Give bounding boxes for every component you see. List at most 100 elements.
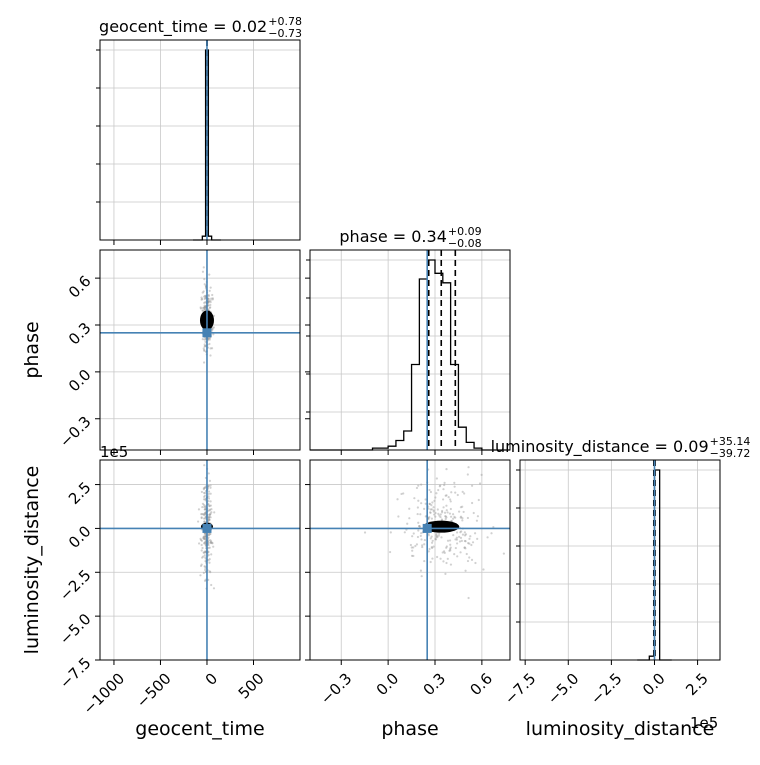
scatter-point [463, 539, 467, 543]
scatter-point [432, 545, 435, 548]
scatter-point [209, 532, 212, 536]
scatter-point [209, 516, 212, 519]
scatter-point [203, 535, 206, 538]
x-axis-label-geocent_time: geocent_time [135, 718, 264, 740]
scatter-point [201, 270, 205, 273]
scatter-point [413, 497, 416, 500]
scatter-point [445, 509, 448, 512]
scatter-point [486, 536, 489, 539]
scatter-point [388, 550, 392, 554]
scatter-point [416, 535, 420, 539]
scatter-point [445, 561, 448, 565]
scatter-point [207, 500, 210, 503]
scatter-point [200, 563, 203, 566]
scatter-point [203, 306, 206, 309]
title-plus: +35.14 [710, 435, 751, 448]
scatter-point [207, 518, 211, 521]
scatter-point [203, 541, 207, 545]
scatter-point [453, 553, 456, 556]
scatter-point [435, 536, 438, 539]
scatter-point [452, 517, 455, 520]
scatter-point [423, 538, 426, 542]
scatter-point [203, 338, 206, 341]
y-tick-label: −7.5 [56, 654, 94, 692]
x-tick-label: 0.0 [639, 670, 669, 700]
scatter-point [430, 508, 433, 511]
scatter-point [396, 498, 399, 501]
scatter-point [203, 283, 206, 286]
scatter-point [203, 308, 206, 311]
scatter-point [434, 515, 437, 518]
scatter-point [418, 525, 421, 528]
scatter-point [213, 511, 216, 514]
scatter-point [207, 495, 210, 498]
scatter-point [201, 502, 205, 505]
panel-title-phase: phase = 0.34 +0.09−0.08 [339, 225, 481, 250]
scatter-point [211, 328, 214, 331]
scatter-point [202, 488, 205, 491]
scatter-point [439, 513, 442, 516]
scatter-point [204, 551, 207, 554]
scatter-point [448, 549, 451, 552]
scatter-point [445, 504, 448, 507]
scatter-point [207, 294, 210, 298]
scatter-point [201, 505, 204, 509]
scatter-point [207, 301, 210, 304]
truth-marker [202, 328, 212, 338]
scatter-point [204, 505, 207, 508]
scatter-point [453, 515, 456, 518]
scatter-point [467, 596, 470, 600]
scatter-point [210, 508, 213, 511]
scatter-point [203, 307, 206, 310]
scatter-point [203, 579, 207, 582]
scatter-point [203, 295, 206, 298]
scatter-point [468, 537, 471, 540]
scatter-point [208, 508, 212, 511]
scatter-point [439, 515, 442, 519]
x-tick-label: −7.5 [501, 670, 539, 708]
scatter-point [208, 518, 211, 521]
scatter-point [492, 525, 495, 529]
scatter-point [408, 507, 411, 510]
scatter-point [207, 337, 210, 341]
scatter-point [452, 534, 455, 537]
scatter-point [442, 560, 445, 563]
scatter-point [430, 517, 433, 520]
y-tick-label: −5.0 [56, 610, 94, 648]
scatter-point [420, 483, 423, 486]
y-axis-label-phase: phase [21, 321, 43, 378]
scatter-point [463, 492, 466, 495]
histogram-phase [310, 259, 510, 451]
scatter-point [430, 541, 434, 544]
scatter-point [461, 533, 465, 536]
scatter-point [475, 519, 479, 522]
scatter-point [397, 515, 400, 518]
scatter-point [430, 546, 433, 549]
scatter-point [463, 531, 466, 534]
scatter-point [209, 486, 212, 489]
scatter-point [204, 559, 207, 563]
scatter-point [207, 337, 210, 340]
scatter-point [202, 535, 205, 538]
scatter-point [461, 490, 464, 493]
x-tick-label: 2.5 [682, 670, 712, 700]
scatter-point [436, 508, 439, 511]
scatter-point [199, 537, 202, 540]
scatter-point [461, 505, 464, 508]
scatter-point [203, 537, 206, 540]
scatter-point [490, 532, 493, 535]
scatter-point [208, 533, 211, 536]
scatter-point [208, 336, 212, 340]
scatter-point [203, 512, 207, 515]
scatter-point [461, 519, 464, 522]
scatter-point [209, 513, 212, 516]
scatter-point [482, 568, 485, 571]
scatter-point [438, 532, 441, 535]
scatter-point [477, 498, 480, 502]
scatter-point [476, 515, 480, 518]
scatter-point [207, 559, 210, 562]
scatter-point [207, 541, 210, 544]
scatter-point [202, 555, 205, 558]
scatter-point [441, 498, 445, 501]
scatter-point [209, 347, 212, 350]
